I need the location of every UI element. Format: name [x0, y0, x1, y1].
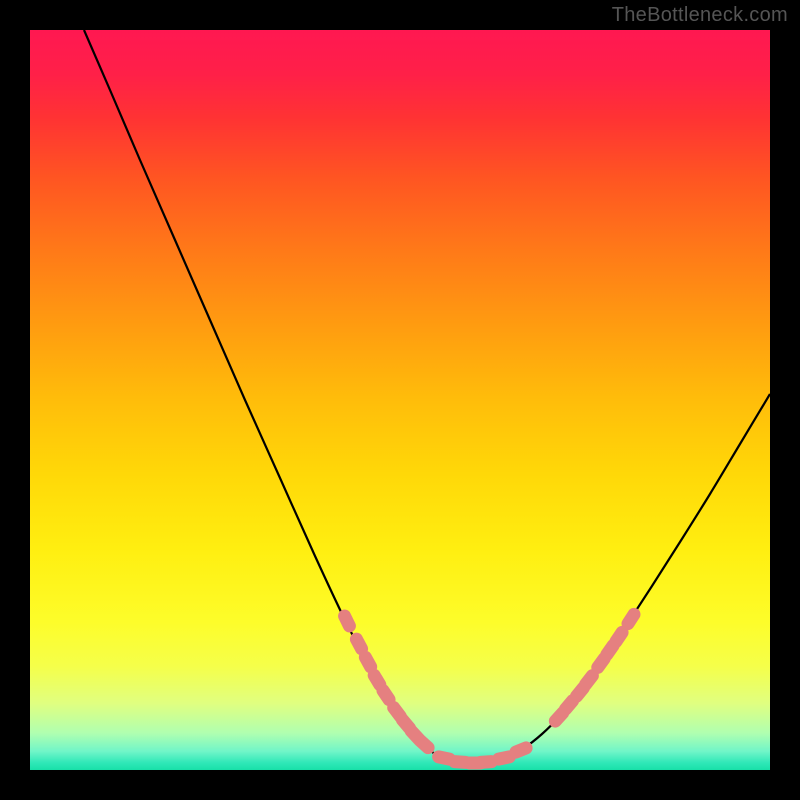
plot-area	[30, 30, 770, 770]
gradient-background	[30, 30, 770, 770]
chart-container: TheBottleneck.com	[0, 0, 800, 800]
watermark-text: TheBottleneck.com	[612, 4, 788, 27]
chart-svg	[30, 30, 770, 770]
